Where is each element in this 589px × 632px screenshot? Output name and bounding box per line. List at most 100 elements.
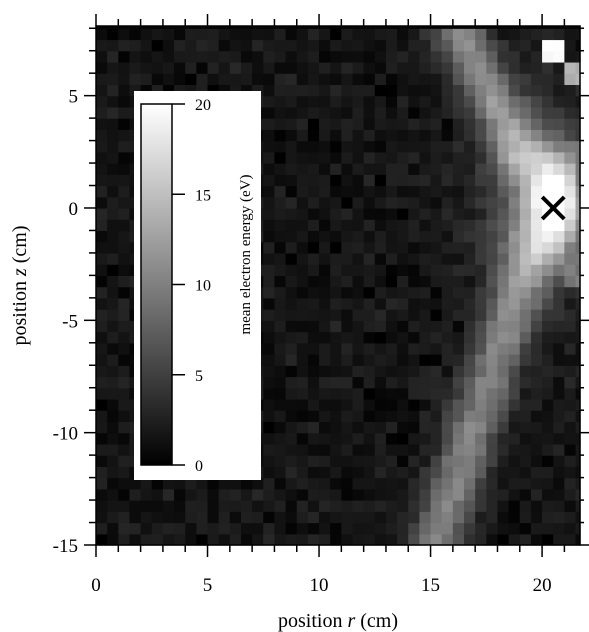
heatmap-cell — [530, 342, 543, 355]
heatmap-cell — [475, 354, 487, 366]
heatmap-cell — [397, 275, 409, 288]
heatmap-cell — [408, 275, 421, 288]
heatmap-cell — [408, 241, 421, 254]
heatmap-cell — [363, 95, 376, 108]
heatmap-cell — [419, 387, 432, 400]
heatmap-cell — [96, 73, 108, 86]
heatmap-cell — [530, 354, 543, 366]
heatmap-cell — [497, 106, 510, 119]
heatmap-cell — [385, 219, 398, 232]
heatmap-cell — [564, 297, 577, 310]
heatmap-cell — [575, 522, 581, 535]
heatmap-cell — [542, 488, 554, 501]
heatmap-cell — [252, 500, 264, 512]
heatmap-cell — [486, 466, 499, 479]
heatmap-cell — [475, 421, 487, 434]
heatmap-cell — [452, 297, 465, 310]
heatmap-cell — [330, 342, 342, 355]
heatmap-cell — [452, 28, 465, 41]
heatmap-cell — [196, 500, 209, 512]
heatmap-cell — [564, 387, 577, 400]
heatmap-cell — [397, 398, 409, 411]
heatmap-cell — [419, 354, 432, 366]
heatmap-cell — [196, 39, 209, 52]
heatmap-cell — [564, 275, 577, 288]
heatmap-cell — [508, 230, 521, 243]
heatmap-cell — [497, 163, 510, 175]
heatmap-cell — [475, 331, 487, 344]
heatmap-cell — [374, 331, 387, 344]
heatmap-cell — [497, 365, 510, 378]
heatmap-cell — [542, 151, 554, 164]
heatmap-cell — [96, 354, 108, 366]
heatmap-cell — [207, 477, 220, 490]
heatmap-cell — [207, 488, 220, 501]
heatmap-cell — [385, 163, 398, 175]
heatmap-cell — [564, 84, 577, 97]
heatmap-cell — [508, 387, 521, 400]
heatmap-cell — [519, 140, 532, 153]
heatmap-cell — [140, 39, 153, 52]
heatmap-cell — [497, 61, 510, 74]
heatmap-cell — [564, 241, 577, 254]
heatmap-cell — [296, 466, 309, 479]
x-axis: 0 5 10 15 20 — [91, 14, 566, 596]
heatmap-cell — [475, 264, 487, 276]
heatmap-cell — [452, 219, 465, 232]
heatmap-cell — [385, 28, 398, 41]
heatmap-cell — [307, 286, 320, 299]
heatmap-cell — [196, 73, 209, 86]
heatmap-cell — [96, 286, 108, 299]
heatmap-cell — [441, 151, 454, 164]
heatmap-cell — [319, 421, 331, 434]
heatmap-cell — [285, 320, 298, 333]
heatmap-cell — [497, 342, 510, 355]
heatmap-cell — [330, 252, 342, 265]
heatmap-cell — [464, 252, 476, 265]
heatmap-cell — [542, 432, 554, 445]
heatmap-cell — [475, 286, 487, 299]
heatmap-cell — [464, 297, 476, 310]
heatmap-cell — [363, 84, 376, 97]
heatmap-cell — [296, 252, 309, 265]
heatmap-cell — [341, 376, 354, 389]
heatmap-cell — [542, 174, 554, 187]
heatmap-cell — [118, 196, 131, 209]
heatmap-cell — [408, 443, 421, 456]
heatmap-cell — [486, 286, 499, 299]
heatmap-cell — [151, 61, 164, 74]
heatmap-cell — [296, 207, 309, 220]
heatmap-cell — [240, 84, 253, 97]
heatmap-cell — [408, 230, 421, 243]
heatmap-cell — [107, 331, 119, 344]
heatmap-cell — [486, 533, 499, 546]
heatmap-cell — [274, 466, 287, 479]
heatmap-cell — [274, 533, 287, 546]
heatmap-cell — [497, 207, 510, 220]
heatmap-cell — [307, 73, 320, 86]
heatmap-cell — [240, 500, 253, 512]
heatmap-cell — [341, 286, 354, 299]
heatmap-cell — [363, 297, 376, 310]
heatmap-cell — [96, 488, 108, 501]
heatmap-cell — [564, 163, 577, 175]
heatmap-cell — [508, 163, 521, 175]
heatmap-cell — [107, 84, 119, 97]
heatmap-cell — [508, 185, 521, 198]
heatmap-cell — [575, 163, 581, 175]
heatmap-cell — [385, 230, 398, 243]
heatmap-cell — [319, 73, 331, 86]
heatmap-cell — [374, 522, 387, 535]
heatmap-cell — [218, 533, 231, 546]
heatmap-cell — [397, 522, 409, 535]
heatmap-cell — [330, 432, 342, 445]
heatmap-cell — [519, 185, 532, 198]
heatmap-cell — [430, 39, 443, 52]
heatmap-cell — [363, 230, 376, 243]
heatmap-cell — [452, 309, 465, 321]
heatmap-cell — [408, 432, 421, 445]
heatmap-cell — [519, 106, 532, 119]
heatmap-cell — [497, 252, 510, 265]
heatmap-cell — [475, 230, 487, 243]
